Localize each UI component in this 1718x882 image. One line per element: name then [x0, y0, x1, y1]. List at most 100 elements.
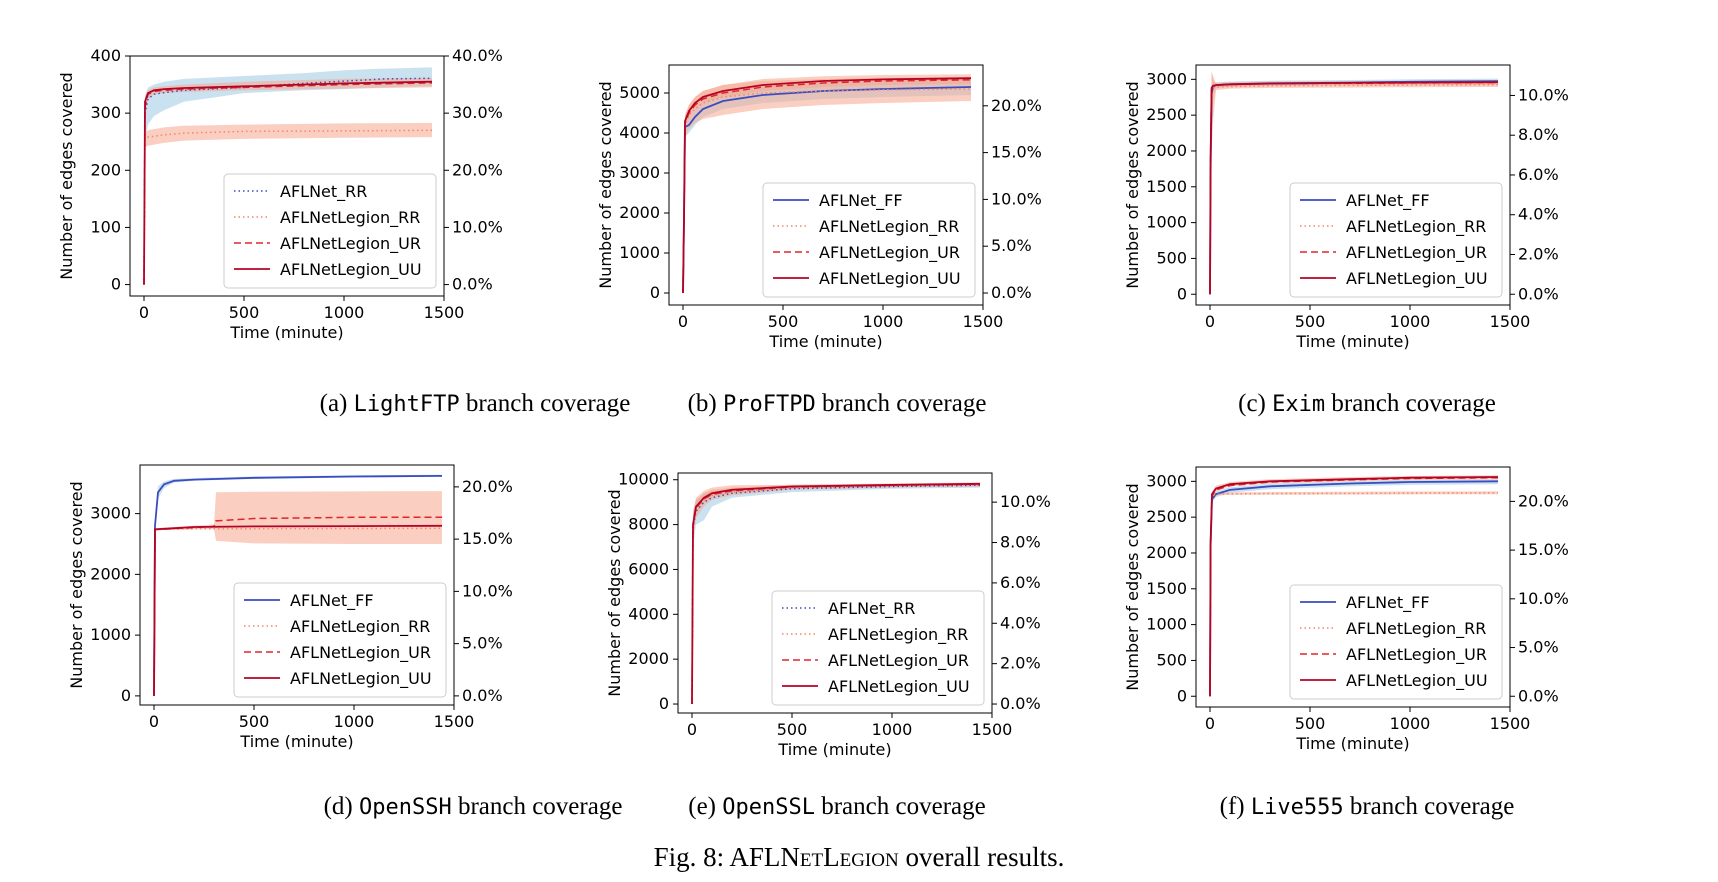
caption-f-target: Live555: [1250, 795, 1344, 820]
y2-tick-label-f-3: 15.0%: [1518, 540, 1569, 559]
chart-panel-f: 0 500 1000 1500 0 500 1000 1500 2000 2500 3000 0.0%…: [1123, 466, 1569, 753]
x-tick-label-b-1: 500: [768, 312, 799, 331]
y-axis-label-a: Number of edges covered: [57, 72, 76, 279]
x-tick-label-a-2: 1000: [324, 303, 365, 322]
y-tick-label-b-1: 1000: [619, 243, 660, 262]
y2-tick-label-e-3: 6.0%: [1000, 573, 1041, 592]
band-d-2: [154, 491, 442, 696]
y-tick-label-f-6: 3000: [1146, 471, 1187, 490]
y-axis-label-e: Number of edges covered: [605, 489, 624, 696]
y2-tick-label-a-4: 40.0%: [452, 46, 503, 65]
x-tick-label-f-0: 0: [1205, 714, 1215, 733]
y-tick-label-d-2: 2000: [90, 564, 131, 583]
y2-tick-label-f-1: 5.0%: [1518, 638, 1559, 657]
figure-caption-legion: Legion: [823, 842, 899, 872]
y2-tick-label-e-4: 8.0%: [1000, 533, 1041, 552]
x-tick-label-a-0: 0: [139, 303, 149, 322]
caption-b-target: ProFTPD: [722, 392, 816, 417]
y-tick-label-d-3: 3000: [90, 504, 131, 523]
y-tick-label-b-5: 5000: [619, 83, 660, 102]
y2-tick-label-d-2: 10.0%: [462, 581, 513, 600]
x-tick-label-d-1: 500: [239, 712, 270, 731]
y2-tick-label-c-2: 4.0%: [1518, 205, 1559, 224]
y-tick-label-c-5: 2500: [1146, 105, 1187, 124]
series-line-d-3: [153, 524, 443, 696]
caption-e: (e) OpenSSL branch coverage: [557, 793, 1117, 821]
figure-caption-net: Net: [780, 842, 824, 872]
series-line-b-1: [682, 88, 972, 294]
caption-d-rest: branch coverage: [457, 793, 623, 820]
y2-tick-label-c-0: 0.0%: [1518, 284, 1559, 303]
band-a-1: [144, 122, 432, 285]
series-line-c-3: [1209, 81, 1499, 295]
caption-e-label: (e): [688, 793, 717, 820]
chart-panel-e: 0 500 1000 1500 0 2000 4000 6000 8000 10000 0.0% 2.…: [605, 470, 1051, 759]
y-axis-label-b: Number of edges covered: [596, 81, 615, 288]
legend-label-c-1: AFLNetLegion_RR: [1346, 217, 1486, 237]
plot-frame-a: [129, 55, 445, 297]
legend-label-f-2: AFLNetLegion_UR: [1346, 645, 1487, 665]
y-tick-label-d-0: 0: [121, 686, 131, 705]
x-tick-label-f-3: 1500: [1490, 714, 1531, 733]
caption-a-rest: branch coverage: [465, 390, 631, 417]
chart-panel-a: 0 500 1000 1500 0 100 200 300 400 0.0% 10.0% 20.0% 3…: [57, 46, 503, 342]
y2-tick-label-f-4: 20.0%: [1518, 491, 1569, 510]
y2-tick-label-d-3: 15.0%: [462, 529, 513, 548]
legend-label-b-2: AFLNetLegion_UR: [819, 243, 960, 263]
legend-box-d: [233, 582, 447, 698]
legend-label-d-2: AFLNetLegion_UR: [290, 643, 431, 663]
y-tick-label-d-1: 1000: [90, 625, 131, 644]
x-axis-label-a: Time (minute): [229, 323, 343, 342]
series-line-a-0: [143, 77, 433, 285]
legend-label-a-3: AFLNetLegion_UU: [280, 260, 422, 280]
x-tick-label-b-3: 1500: [963, 312, 1004, 331]
y-tick-label-e-5: 10000: [618, 470, 669, 489]
y2-tick-label-d-0: 0.0%: [462, 686, 503, 705]
figure-caption-prefix: Fig. 8: AFL: [653, 842, 781, 872]
legend-box-c: [1289, 182, 1503, 298]
x-axis-label-b: Time (minute): [768, 332, 882, 351]
y2-tick-label-c-4: 8.0%: [1518, 125, 1559, 144]
y-tick-label-f-1: 500: [1156, 650, 1187, 669]
y2-tick-label-f-0: 0.0%: [1518, 686, 1559, 705]
legend-label-c-3: AFLNetLegion_UU: [1346, 269, 1488, 289]
x-axis-label-e: Time (minute): [777, 740, 891, 759]
x-axis-label-c: Time (minute): [1295, 332, 1409, 351]
legend-c: AFLNet_FF AFLNetLegion_RR AFLNetLegion_UR A…: [1289, 182, 1503, 298]
y2-tick-label-c-5: 10.0%: [1518, 85, 1569, 104]
legend-label-b-1: AFLNetLegion_RR: [819, 217, 959, 237]
y-tick-label-e-0: 0: [659, 694, 669, 713]
y2-tick-label-d-4: 20.0%: [462, 477, 513, 496]
caption-c-target: Exim: [1272, 392, 1326, 417]
x-tick-label-a-1: 500: [229, 303, 260, 322]
x-tick-label-c-2: 1000: [1390, 312, 1431, 331]
y2-tick-label-c-1: 2.0%: [1518, 244, 1559, 263]
y2-tick-label-a-1: 10.0%: [452, 217, 503, 236]
series-line-a-3: [143, 80, 433, 285]
x-tick-label-d-2: 1000: [334, 712, 375, 731]
legend-label-d-3: AFLNetLegion_UU: [290, 669, 432, 689]
x-tick-label-e-1: 500: [777, 720, 808, 739]
legend-e: AFLNet_RR AFLNetLegion_RR AFLNetLegion_UR A…: [771, 590, 985, 706]
y2-tick-label-e-1: 2.0%: [1000, 654, 1041, 673]
y2-tick-label-a-3: 30.0%: [452, 103, 503, 122]
chart-panel-b: 0 500 1000 1500 0 1000 2000 3000 4000 5000 0.0% 5.0…: [596, 64, 1042, 351]
x-axis-label-f: Time (minute): [1295, 734, 1409, 753]
caption-e-rest: branch coverage: [821, 793, 986, 820]
caption-a: (a) LightFTP branch coverage: [195, 390, 755, 418]
legend-box-b: [762, 182, 976, 298]
y2-tick-label-b-4: 20.0%: [991, 96, 1042, 115]
y-tick-label-a-0: 0: [111, 275, 121, 294]
x-axis-label-d: Time (minute): [239, 732, 353, 751]
legend-label-c-2: AFLNetLegion_UR: [1346, 243, 1487, 263]
legend-label-d-0: AFLNet_FF: [290, 591, 374, 611]
caption-c-rest: branch coverage: [1331, 390, 1496, 417]
y2-tick-label-c-3: 6.0%: [1518, 165, 1559, 184]
caption-f-label: (f): [1219, 793, 1245, 820]
x-tick-label-e-0: 0: [687, 720, 697, 739]
x-tick-label-c-1: 500: [1295, 312, 1326, 331]
caption-a-label: (a): [319, 390, 348, 417]
x-tick-label-a-3: 1500: [424, 303, 465, 322]
y-tick-label-f-3: 1500: [1146, 579, 1187, 598]
y-tick-label-e-2: 4000: [628, 604, 669, 623]
